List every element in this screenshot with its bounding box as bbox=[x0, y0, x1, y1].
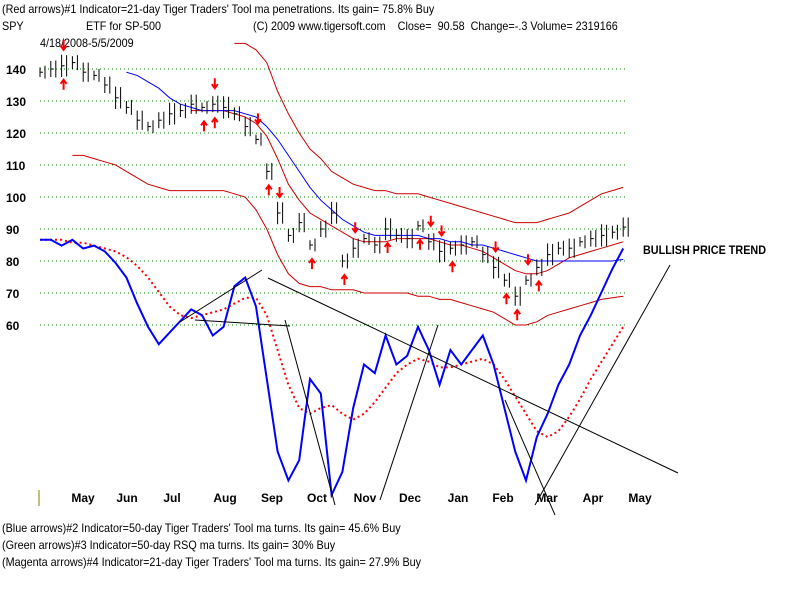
indicator-3-caption: (Green arrows)#3 Indicator=50-day RSQ ma… bbox=[2, 538, 336, 552]
y-tick-label: 60 bbox=[6, 319, 20, 333]
buy-arrow-icon bbox=[340, 273, 349, 285]
y-tick-label: 140 bbox=[6, 63, 26, 77]
x-tick-label: Feb bbox=[492, 491, 513, 505]
x-tick-label: Dec bbox=[399, 491, 421, 505]
upper-band-line bbox=[234, 42, 624, 224]
sell-arrow-icon bbox=[275, 187, 284, 199]
buy-arrow-icon bbox=[383, 241, 392, 253]
sell-arrow-icon bbox=[437, 225, 446, 238]
ma50-line bbox=[126, 71, 624, 262]
x-tick-label: Oct bbox=[307, 491, 327, 505]
sell-arrow-icon bbox=[351, 222, 359, 234]
buy-arrow-icon bbox=[308, 257, 316, 269]
buy-arrow-icon bbox=[513, 308, 521, 321]
buy-arrow-icon bbox=[211, 116, 219, 129]
buy-arrow-icon bbox=[448, 260, 457, 273]
bullish-trend-annotation: BULLISH PRICE TREND bbox=[643, 243, 767, 257]
sell-arrow-icon bbox=[211, 78, 219, 90]
indicator-line bbox=[40, 238, 625, 499]
buy-arrow-icon bbox=[416, 238, 424, 250]
x-tick-label: Jan bbox=[448, 491, 469, 505]
indicator-ma-line bbox=[40, 238, 625, 439]
indicator-4-caption: (Magenta arrows)#4 Indicator=21-day Tige… bbox=[2, 555, 422, 569]
y-tick-label: 110 bbox=[6, 159, 26, 173]
buy-arrow-icon bbox=[535, 279, 543, 292]
quote-info: (C) 2009 www.tigersoft.com Close= 90.58 … bbox=[253, 19, 618, 33]
y-tick-label: 80 bbox=[6, 255, 20, 269]
sell-arrow-icon bbox=[524, 254, 532, 266]
y-tick-label: 90 bbox=[6, 223, 20, 237]
x-tick-label: May bbox=[628, 491, 652, 505]
trendline bbox=[284, 319, 336, 506]
y-tick-label: 120 bbox=[6, 127, 26, 141]
y-tick-label: 70 bbox=[6, 287, 20, 301]
lower-band-line bbox=[72, 154, 624, 326]
trendline bbox=[267, 277, 679, 474]
x-tick-label: Apr bbox=[583, 491, 604, 505]
indicator-1-caption: (Red arrows)#1 Indicator=21-day Tiger Tr… bbox=[2, 2, 435, 16]
x-tick-label: Jul bbox=[163, 491, 180, 505]
trendline bbox=[504, 399, 556, 516]
trendline bbox=[534, 264, 671, 506]
symbol-description: ETF for SP-500 bbox=[86, 19, 162, 33]
trendline bbox=[179, 269, 263, 323]
trendline bbox=[379, 324, 439, 501]
y-tick-label: 130 bbox=[6, 95, 26, 109]
x-tick-label: Aug bbox=[213, 491, 236, 505]
buy-arrow-icon bbox=[59, 78, 68, 90]
indicator-2-caption: (Blue arrows)#2 Indicator=50-day Tiger T… bbox=[2, 521, 401, 535]
buy-arrow-icon bbox=[502, 292, 511, 305]
buy-arrow-icon bbox=[200, 119, 208, 132]
x-tick-label: Nov bbox=[354, 491, 377, 505]
x-tick-label: May bbox=[71, 491, 95, 505]
sell-arrow-icon bbox=[491, 241, 500, 254]
trendline bbox=[194, 319, 291, 327]
x-tick-label: Jun bbox=[116, 491, 137, 505]
symbol: SPY bbox=[2, 19, 24, 33]
sell-arrow-icon bbox=[254, 113, 262, 126]
sell-arrow-icon bbox=[427, 215, 435, 228]
y-tick-label: 100 bbox=[6, 191, 26, 205]
buy-arrow-icon bbox=[265, 183, 273, 196]
sell-arrow-icon bbox=[59, 39, 68, 52]
x-tick-label: Sep bbox=[261, 491, 283, 505]
